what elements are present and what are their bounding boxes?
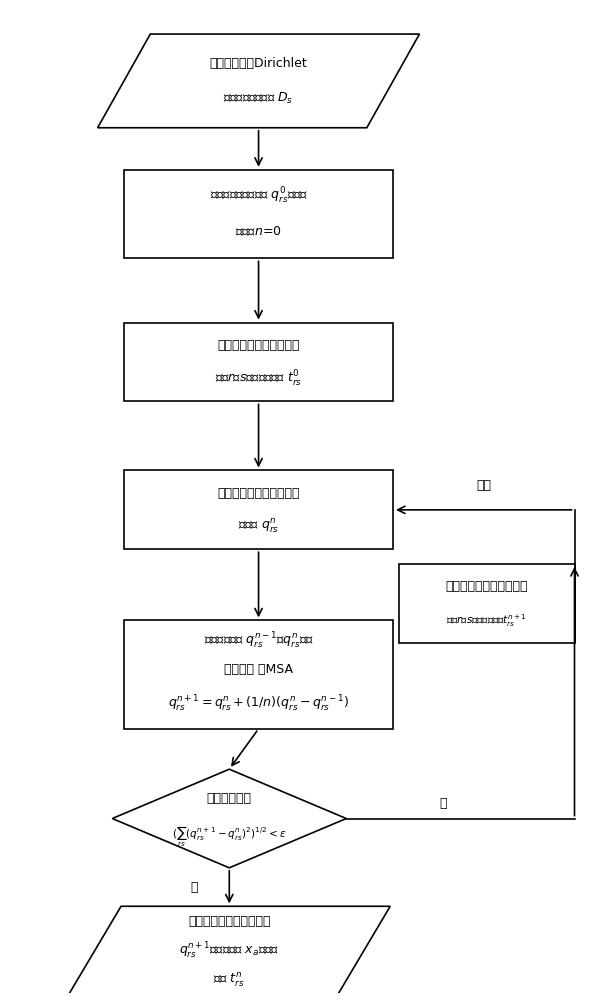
Bar (399, 564, 574, 643)
Text: 出行分配：使用用户均衡: 出行分配：使用用户均衡 (446, 580, 528, 593)
Text: 分布，$n$=0: 分布，$n$=0 (235, 225, 282, 238)
Text: 否: 否 (439, 797, 447, 810)
Text: 反馈: 反馈 (476, 479, 491, 492)
Text: 分布得到用地布局 $D_s$: 分布得到用地布局 $D_s$ (223, 91, 294, 106)
Polygon shape (98, 34, 419, 128)
Bar (124, 470, 393, 549)
Text: $q_{rs}^{n+1}$、交通流量 $x_a$和出行: $q_{rs}^{n+1}$、交通流量 $x_a$和出行 (179, 941, 279, 961)
Text: 初始的出行分布矩阵 $q_{rs}^0$：均匀: 初始的出行分布矩阵 $q_{rs}^0$：均匀 (210, 186, 307, 206)
Text: 计算$r$与$s$间的出行时间 $t_{rs}^0$: 计算$r$与$s$间的出行时间 $t_{rs}^0$ (215, 369, 302, 389)
Text: 检查是否收敛: 检查是否收敛 (207, 792, 252, 805)
Bar (124, 620, 393, 729)
Text: 输入数据：由Dirichlet: 输入数据：由Dirichlet (210, 57, 307, 70)
Text: 出行分布：目的地选择模: 出行分布：目的地选择模 (217, 487, 300, 500)
Text: 出行分配：使用用户均衡: 出行分配：使用用户均衡 (217, 339, 300, 352)
Text: 是: 是 (190, 881, 198, 894)
Text: 平均出行矩阵 $q_{rs}^{n-1}$和$q_{rs}^n$：有: 平均出行矩阵 $q_{rs}^{n-1}$和$q_{rs}^n$：有 (204, 631, 313, 651)
Text: 递减权重 的MSA: 递减权重 的MSA (224, 663, 293, 676)
Text: $q_{rs}^{n+1}=q_{rs}^n+(1/n)(q_{rs}^n-q_{rs}^{n-1})$: $q_{rs}^{n+1}=q_{rs}^n+(1/n)(q_{rs}^n-q_… (168, 694, 349, 714)
Polygon shape (68, 906, 390, 995)
Text: 型计算 $q_{rs}^n$: 型计算 $q_{rs}^n$ (238, 518, 279, 535)
Text: 输出数据：出行分布矩阵: 输出数据：出行分布矩阵 (188, 915, 271, 928)
Text: 时间 $t_{rs}^n$: 时间 $t_{rs}^n$ (213, 971, 245, 989)
Bar (124, 170, 393, 258)
Text: 计算$r$与$s$间的出行时间$t_{rs}^{n+1}$: 计算$r$与$s$间的出行时间$t_{rs}^{n+1}$ (446, 612, 527, 629)
Text: $(\sum_{rs}(q_{rs}^{n+1}-q_{rs}^n)^2)^{1/2}<\varepsilon$: $(\sum_{rs}(q_{rs}^{n+1}-q_{rs}^n)^2)^{1… (172, 824, 286, 849)
Polygon shape (112, 769, 346, 868)
Bar (124, 323, 393, 401)
